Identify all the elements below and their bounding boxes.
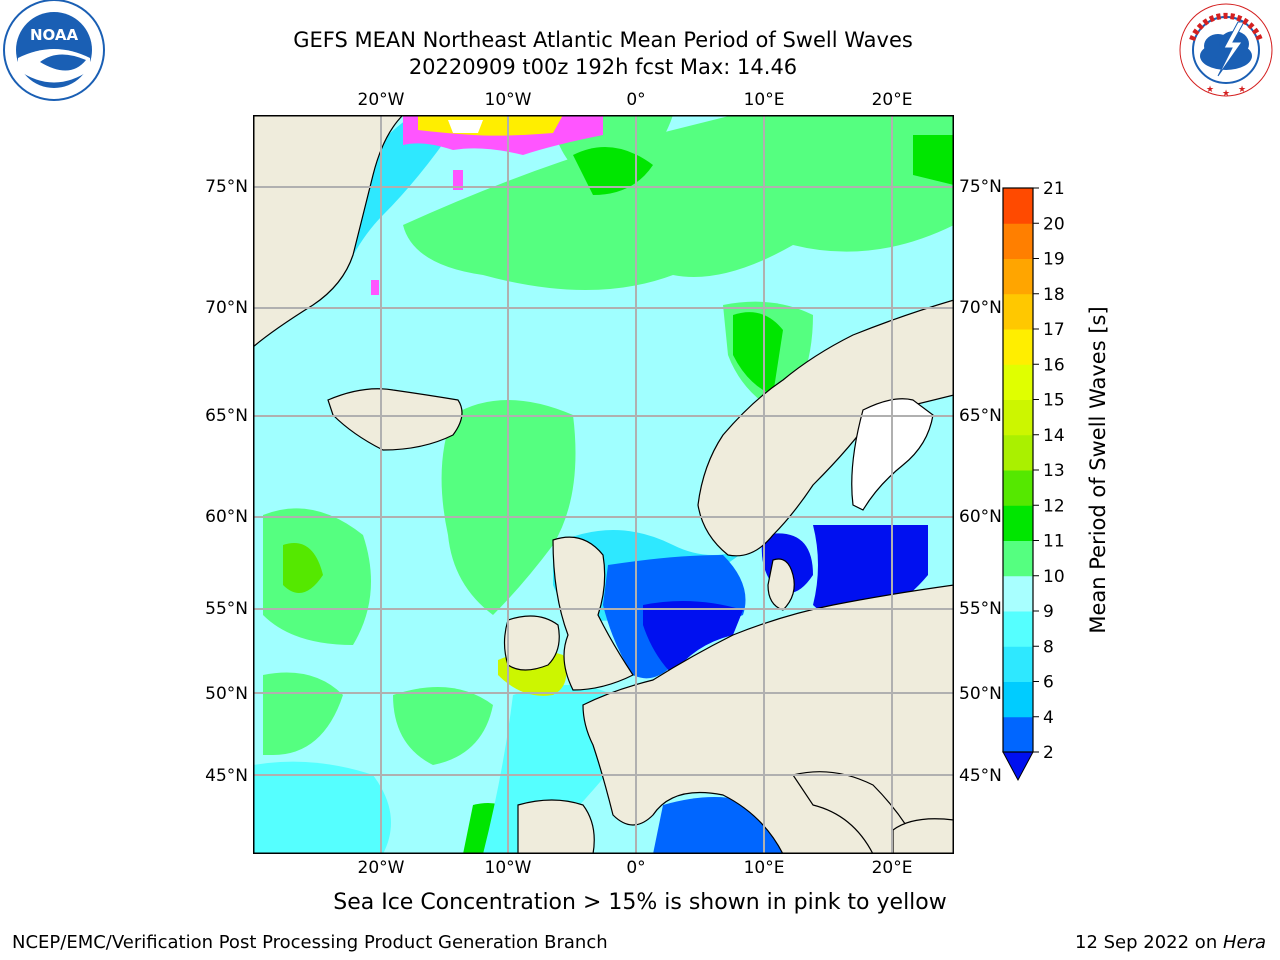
colorbar-segment [1003,470,1033,506]
colorbar-tick-label: 12 [1043,496,1065,516]
colorbar-segment [1003,399,1033,436]
footer-date: 12 Sep 2022 on [1075,932,1223,953]
colorbar-tick-label: 14 [1043,426,1065,446]
colorbar-segment [1003,681,1033,718]
lon-label-bottom: 0° [626,858,646,878]
lon-label-top: 20°E [871,90,913,110]
lon-label-bottom: 20°W [357,858,405,878]
lat-label-right: 70°N [959,298,1002,318]
colorbar-segment [1003,716,1033,753]
colorbar-tick-label: 9 [1043,602,1054,622]
lon-label-top: 0° [626,90,646,110]
swell-period-map [253,115,954,854]
lat-label-left: 60°N [205,507,248,527]
colorbar-tick-label: 15 [1043,391,1065,411]
noaa-logo: NOAA [0,0,108,112]
colorbar-segment [1003,505,1033,541]
colorbar-segment [1003,611,1033,647]
colorbar-tick-label: 6 [1043,673,1054,693]
lon-label-bottom: 20°E [871,858,913,878]
colorbar-segment [1003,329,1033,365]
lat-label-right: 75°N [959,177,1002,197]
colorbar-segment [1003,293,1033,330]
footer-left: NCEP/EMC/Verification Post Processing Pr… [12,932,608,953]
lon-label-top: 10°W [484,90,532,110]
lat-label-right: 45°N [959,766,1002,786]
lon-label-bottom: 10°W [484,858,532,878]
nws-logo: ★ ★ ★ [1172,0,1280,104]
chart-subtitle: 20220909 t00z 192h fcst Max: 14.46 [408,55,798,79]
colorbar-segment [1003,540,1033,577]
lat-label-right: 60°N [959,507,1002,527]
lat-label-left: 70°N [205,298,248,318]
lat-label-right: 65°N [959,406,1002,426]
footer-right: 12 Sep 2022 on Hera [1075,932,1266,953]
colorbar-tick-label: 4 [1043,708,1054,728]
colorbar-segment [1003,575,1033,612]
lat-label-left: 50°N [205,684,248,704]
chart-title: GEFS MEAN Northeast Atlantic Mean Period… [293,28,913,52]
colorbar-tick-label: 13 [1043,461,1065,481]
colorbar-tick-label: 21 [1043,180,1065,199]
lon-label-top: 10°E [743,90,785,110]
colorbar-svg: 2 4 6 8 9 10 11 12 13 14 15 16 17 18 19 20 21 [1002,179,1065,782]
colorbar-segment [1003,223,1033,259]
lon-label-bottom: 10°E [743,858,785,878]
lat-label-left: 75°N [205,177,248,197]
colorbar-tick-label: 20 [1043,214,1065,234]
colorbar-extension [1002,751,1034,782]
colorbar-tick-label: 17 [1043,320,1065,340]
svg-text:★: ★ [1238,85,1246,95]
svg-text:★: ★ [1206,85,1214,95]
colorbar-tick-label: 11 [1043,532,1065,552]
sea-ice-caption: Sea Ice Concentration > 15% is shown in … [333,890,947,915]
colorbar-tick-label: 19 [1043,250,1065,270]
colorbar-segment [1003,434,1033,471]
colorbar: 2 4 6 8 9 10 11 12 13 14 15 16 17 18 19 20 21 [990,179,1110,794]
footer-host: Hera [1222,932,1266,953]
lat-label-left: 65°N [205,406,248,426]
colorbar-segment [1003,364,1033,400]
colorbar-tick-label: 18 [1043,285,1065,305]
colorbar-label: Mean Period of Swell Waves [s] [1086,306,1110,634]
lat-label-left: 55°N [205,599,248,619]
caption: Sea Ice Concentration > 15% is shown in … [0,890,1280,915]
svg-text:NOAA: NOAA [30,26,79,44]
colorbar-tick-label: 10 [1043,567,1065,587]
map-panel [253,115,954,858]
colorbar-segment [1003,188,1033,224]
colorbar-segment [1003,646,1033,682]
colorbar-segment [1003,258,1033,295]
lat-label-right: 55°N [959,599,1002,619]
colorbar-tick-label: 16 [1043,355,1065,375]
svg-text:★: ★ [1222,89,1230,99]
colorbar-tick-label: 8 [1043,637,1054,657]
lon-label-top: 20°W [357,90,405,110]
lat-label-left: 45°N [205,766,248,786]
colorbar-tick-label: 2 [1043,743,1054,763]
lat-label-right: 50°N [959,684,1002,704]
